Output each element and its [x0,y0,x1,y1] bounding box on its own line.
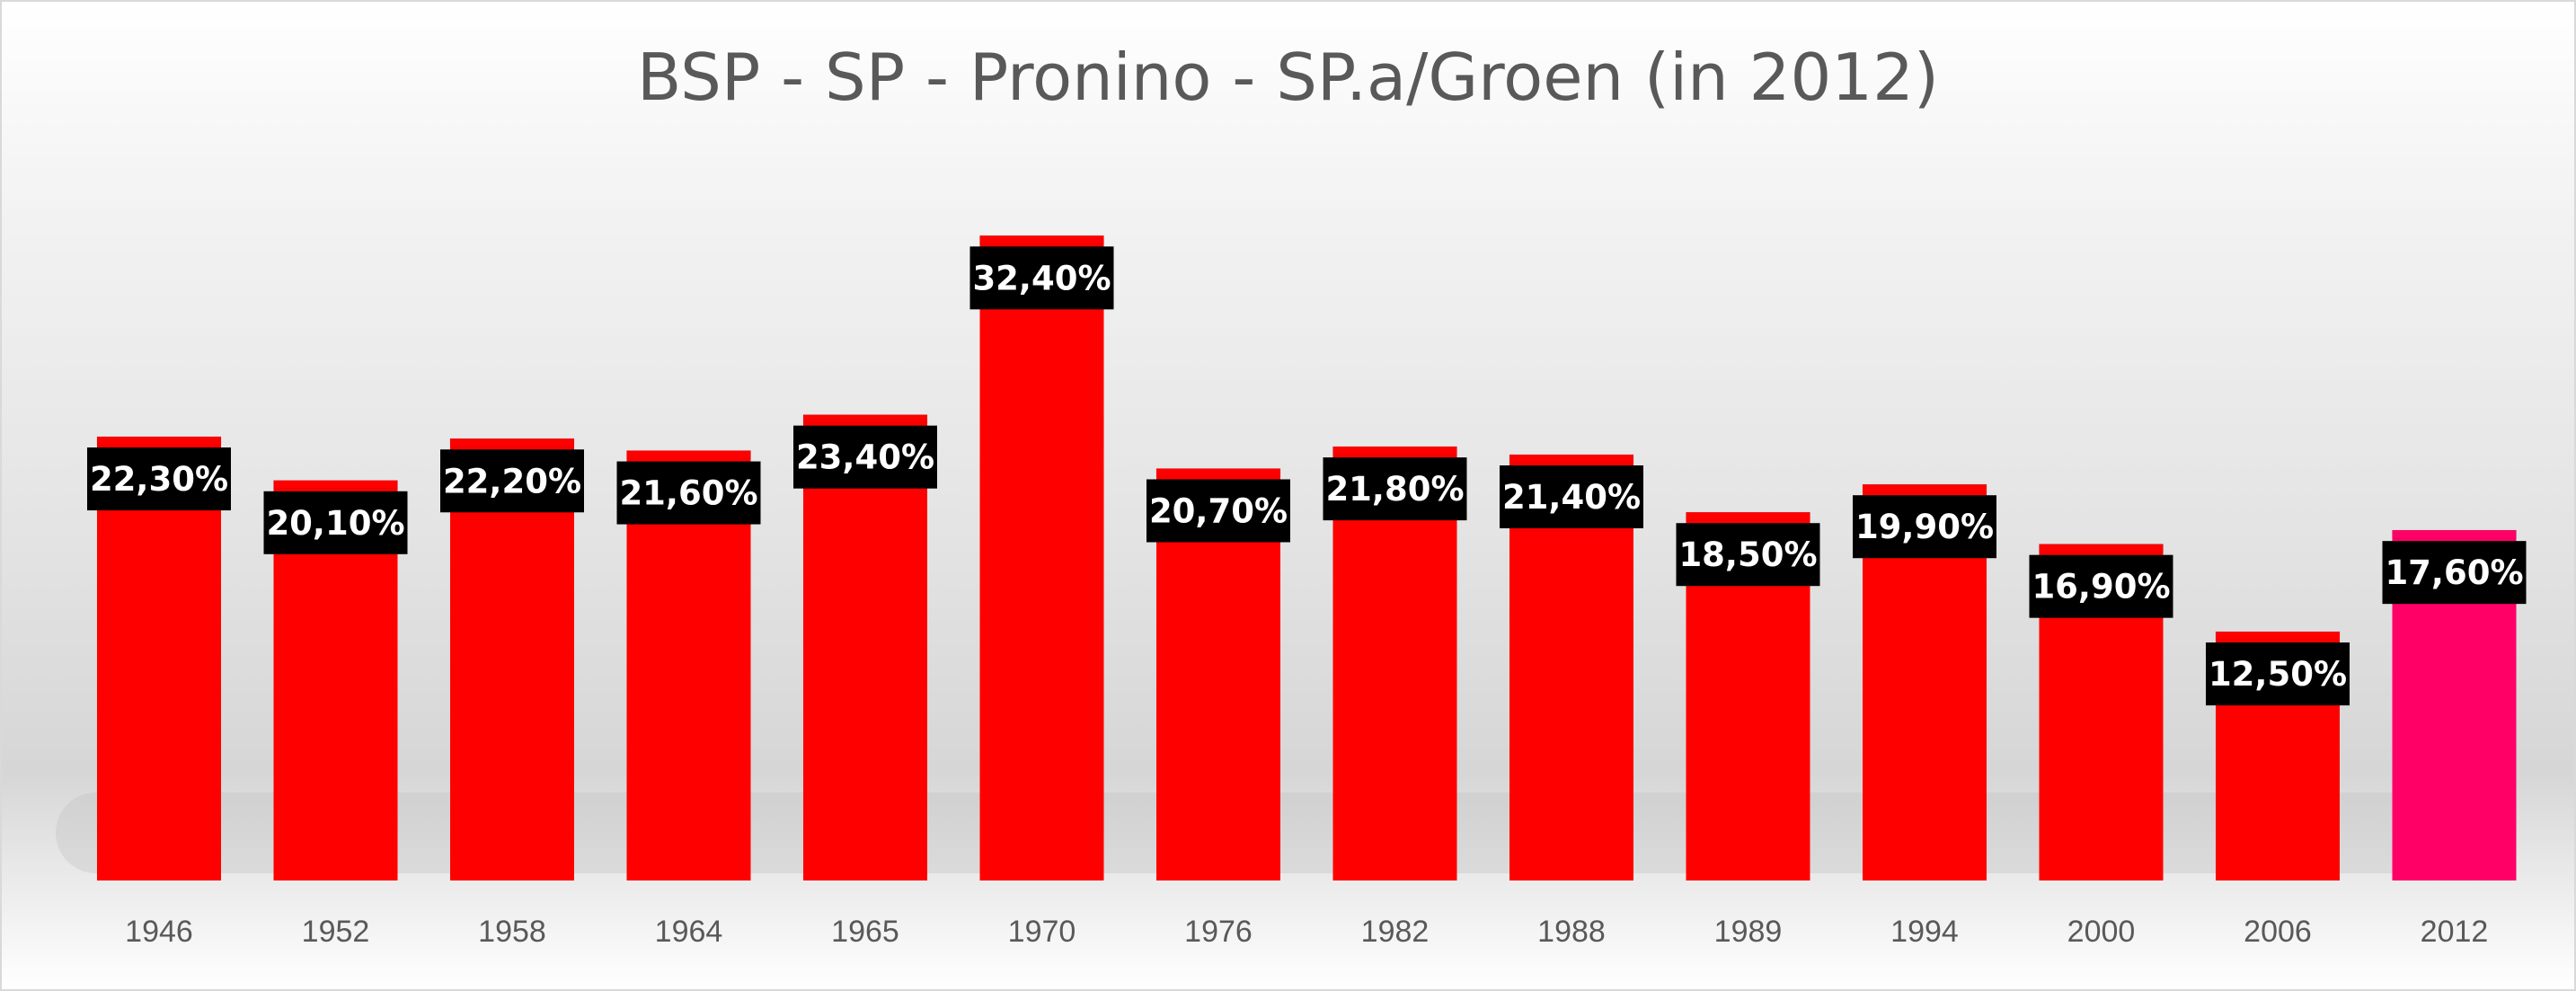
data-label: 21,80% [1325,470,1464,509]
bar-cap [449,438,575,447]
data-label-box [1676,523,1820,587]
chart-title: BSP - SP - Pronino - SP.a/Groen (in 2012… [637,40,1939,115]
data-label-box [2206,642,2350,706]
bar-cap [2039,544,2164,553]
x-tick-label: 1965 [831,915,899,949]
bar-cap [1155,467,1281,477]
data-label-box [2382,541,2527,605]
data-label-box [87,447,231,511]
bar-cap [2215,631,2341,641]
bar-cap [96,436,222,446]
bar-cap [1332,446,1457,456]
x-tick-label: 1988 [1537,915,1606,949]
bar-cap [273,480,398,490]
x-tick-label: 1976 [1184,915,1253,949]
data-label: 19,90% [1855,508,1994,546]
bar-cap [1862,483,1987,493]
x-tick-label: 1964 [655,915,723,949]
x-tick-label: 1970 [1008,915,1076,949]
data-label: 21,60% [619,474,757,513]
data-label-box [616,461,761,525]
bar-cap [2392,529,2517,539]
bar [97,437,221,880]
data-label-box [1146,479,1290,543]
data-label-box [793,425,937,489]
data-label-box [1853,495,1996,559]
x-tick-label: 1946 [125,915,193,949]
data-label: 17,60% [2385,553,2523,592]
bar-cap [1509,454,1634,464]
x-tick-label: 1989 [1714,915,1783,949]
data-label-box [1323,457,1467,521]
data-label: 12,50% [2209,655,2347,694]
x-tick-label: 1994 [1890,915,1959,949]
data-label-box [440,449,584,513]
bar-cap [979,234,1104,244]
bar-cap [802,414,928,424]
data-label: 32,40% [972,259,1111,297]
x-tick-label: 1982 [1361,915,1430,949]
data-label: 23,40% [796,438,934,477]
data-label-box [1500,465,1643,528]
bar-cap [1686,511,1810,521]
x-tick-label: 2006 [2244,915,2312,949]
data-label: 22,30% [90,460,228,499]
bar [803,414,927,880]
x-tick-label: 1952 [302,915,370,949]
data-label: 20,10% [266,504,404,543]
x-tick-label: 2000 [2067,915,2136,949]
x-tick-label: 2012 [2421,915,2489,949]
data-label: 22,20% [443,462,581,500]
x-tick-label: 1958 [478,915,546,949]
data-label: 21,40% [1502,478,1641,517]
data-label-box [263,491,408,554]
data-label-box [969,246,1114,310]
data-label: 20,70% [1149,491,1288,530]
bar-cap [626,450,751,460]
data-label: 16,90% [2032,568,2170,606]
data-label-box [2029,554,2173,618]
bar [979,235,1104,881]
data-label: 18,50% [1678,535,1817,574]
